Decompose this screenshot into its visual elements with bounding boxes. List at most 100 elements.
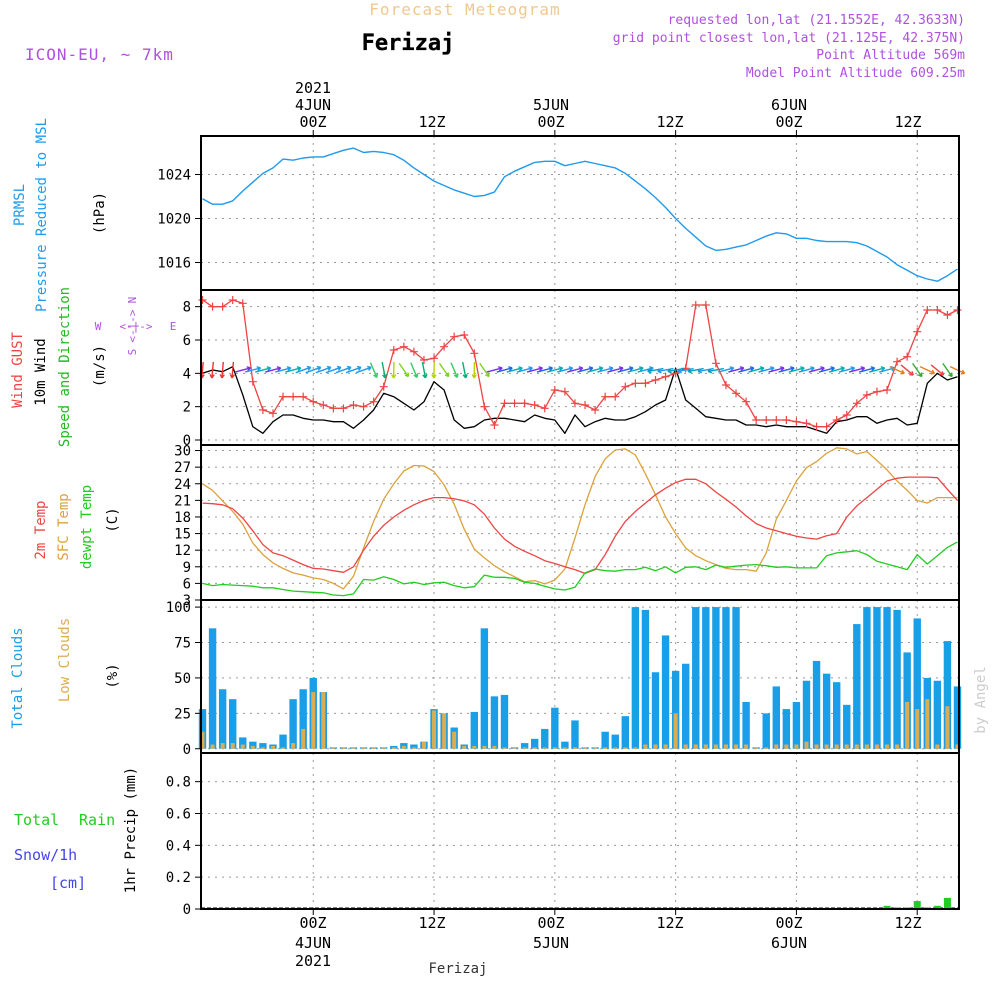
bottom-hour-label: 12Z bbox=[656, 914, 683, 932]
low-clouds-bar bbox=[572, 747, 577, 749]
wind-direction-arrow bbox=[229, 361, 235, 379]
top-hour-label: 12Z bbox=[894, 113, 921, 131]
wind-direction-arrow bbox=[828, 366, 845, 373]
low-clouds-bar bbox=[341, 747, 346, 749]
wind-gust-marker bbox=[691, 301, 700, 309]
top-hour-label: 12Z bbox=[418, 113, 445, 131]
wind-gust-marker bbox=[560, 387, 569, 396]
total-clouds-bar bbox=[480, 628, 489, 749]
wind-direction-arrow bbox=[758, 366, 775, 373]
low-clouds-bar bbox=[230, 743, 235, 749]
wind-direction-arrow bbox=[369, 362, 378, 378]
grid-point-coordinates: grid point closest lon,lat (21.125E, 42.… bbox=[613, 31, 965, 46]
wind-gust-marker bbox=[389, 346, 398, 354]
total-clouds-bar bbox=[631, 607, 640, 749]
wind-gust-marker bbox=[611, 392, 620, 401]
low-clouds-bar bbox=[874, 744, 879, 749]
wind-gust-marker bbox=[852, 399, 861, 408]
wind-gust-marker bbox=[399, 342, 408, 351]
low-clouds-bar bbox=[754, 747, 759, 749]
wind-direction-arrow bbox=[462, 361, 468, 379]
low-clouds-bar bbox=[462, 745, 467, 749]
low-clouds-bar bbox=[361, 747, 366, 749]
low-clouds-bar bbox=[764, 747, 769, 749]
wind-direction-arrow bbox=[234, 366, 252, 373]
total-clouds-bar bbox=[279, 734, 287, 749]
wind-gust-marker bbox=[641, 379, 650, 388]
rain-bar bbox=[933, 905, 941, 909]
wind-unit: (m/s) bbox=[92, 345, 108, 387]
wind-gust-marker bbox=[581, 401, 590, 409]
wind-direction-arrow bbox=[889, 365, 905, 375]
low-clouds-bar bbox=[935, 744, 940, 749]
wind-gust-marker bbox=[379, 382, 388, 391]
wind-direction-arrow bbox=[869, 366, 886, 373]
wind-direction-arrow bbox=[431, 361, 437, 379]
clouds-axis-tick-label: 0 bbox=[183, 742, 191, 758]
low-clouds-bar bbox=[250, 745, 255, 749]
compass-rose-horizontal: <-|-> bbox=[119, 320, 152, 333]
dewpt-temp-line bbox=[202, 541, 958, 597]
wind-direction-arrow bbox=[255, 366, 272, 373]
total-clouds-bar bbox=[953, 686, 962, 749]
wind-10m-label: 10m Wind bbox=[33, 338, 49, 405]
total-clouds-bar bbox=[289, 699, 297, 749]
wind-direction-arrow bbox=[410, 362, 419, 378]
wind-gust-marker bbox=[752, 416, 761, 424]
wind-gust-marker bbox=[903, 352, 912, 361]
total-clouds-bar bbox=[893, 609, 901, 749]
bottom-hour-label: 00Z bbox=[299, 914, 326, 932]
total-clouds-bar bbox=[853, 624, 861, 749]
wind-direction-arrow bbox=[526, 366, 543, 373]
precip-axis-tick-label: 0.6 bbox=[166, 806, 191, 822]
wind-direction-arrow bbox=[738, 366, 755, 373]
low-clouds-bar bbox=[311, 692, 316, 749]
low-clouds-bar bbox=[703, 744, 708, 749]
low-clouds-bar bbox=[220, 743, 225, 749]
wind-axis-tick-label: 6 bbox=[183, 333, 191, 349]
temp-axis-tick-label: 24 bbox=[174, 477, 191, 493]
temp-sfc-label: SFC Temp bbox=[56, 493, 72, 560]
meteogram-title: Forecast Meteogram bbox=[369, 0, 560, 19]
total-clouds-bar bbox=[641, 609, 650, 749]
total-clouds-bar bbox=[571, 720, 579, 749]
temp-dewpt-label: dewpt Temp bbox=[79, 485, 95, 569]
top-date-label: 6JUN bbox=[771, 96, 807, 114]
bottom-hour-label: 12Z bbox=[418, 914, 445, 932]
wind-direction-arrow bbox=[900, 364, 914, 376]
temp-axis-tick-label: 3 bbox=[183, 593, 191, 609]
low-clouds-bar bbox=[432, 710, 437, 749]
wind-gust-marker bbox=[359, 402, 368, 411]
wind-gust-marker bbox=[842, 411, 851, 419]
rain-bar bbox=[883, 905, 891, 909]
low-clouds-bar bbox=[955, 744, 960, 749]
top-hour-label: 00Z bbox=[537, 113, 564, 131]
pressure-axis-tick-label: 1020 bbox=[157, 212, 191, 228]
wind-gust-marker bbox=[711, 359, 720, 368]
temp-axis-tick-label: 12 bbox=[174, 543, 191, 559]
pressure-label-prmsl: PRMSL bbox=[12, 184, 28, 226]
low-clouds-bar bbox=[945, 706, 950, 749]
wind-direction-arrow bbox=[748, 366, 765, 373]
total-clouds-bar bbox=[531, 738, 539, 749]
bottom-time-axis: 00Z 4JUN 2021 12Z 00Z 5JUN 12Z 00Z 6JUN … bbox=[295, 914, 922, 970]
wind-gust-marker bbox=[872, 387, 881, 396]
top-hour-label: 12Z bbox=[656, 113, 683, 131]
total-clouds-bar bbox=[601, 731, 609, 749]
wind-gust-marker bbox=[490, 421, 499, 429]
rain-bar bbox=[943, 897, 951, 909]
wind-direction-arrow bbox=[486, 366, 503, 373]
low-clouds-bar bbox=[512, 747, 517, 749]
wind-direction-arrow bbox=[848, 366, 866, 373]
temp-unit: (C) bbox=[105, 507, 121, 532]
low-clouds-bar bbox=[734, 744, 739, 749]
wind-direction-arrow bbox=[471, 361, 477, 379]
low-clouds-bar bbox=[321, 692, 326, 749]
wind-gust-marker bbox=[762, 416, 771, 424]
low-clouds-bar bbox=[562, 747, 567, 749]
total-clouds-bar bbox=[762, 713, 770, 749]
low-clouds-bar bbox=[663, 744, 668, 749]
wind-direction-arrow bbox=[438, 362, 450, 378]
low-clouds-bar bbox=[623, 747, 628, 749]
compass-east: E bbox=[170, 320, 177, 333]
